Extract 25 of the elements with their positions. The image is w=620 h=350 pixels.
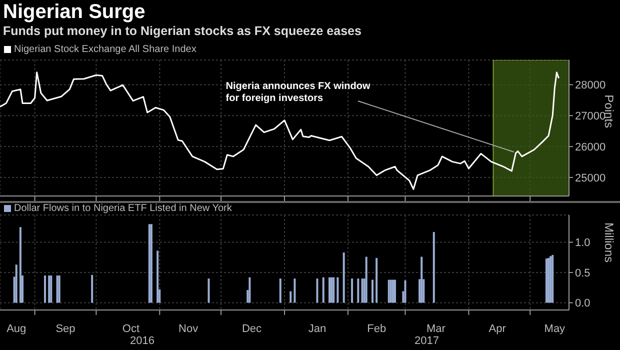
y-tick-label: 28000 xyxy=(575,80,606,92)
x-tick-label: May xyxy=(544,322,566,335)
text: 2016 xyxy=(129,335,156,347)
chart-subtitle: Funds put money in to Nigerian stocks as FX squeeze eases xyxy=(3,24,362,38)
y-tick-label: 1.0 xyxy=(575,237,590,250)
y-tick-label: 0.5 xyxy=(575,267,590,280)
x-tick-label: Nov xyxy=(178,322,199,335)
chart-title: Nigerian Surge xyxy=(3,1,146,24)
y-tick-label: 27000 xyxy=(575,110,606,123)
x-tick-label: Jan xyxy=(308,322,326,335)
x-tick-label: Apr xyxy=(488,322,506,335)
legend-label: Dollar Flows in to Nigeria ETF Listed in New York xyxy=(14,203,232,214)
y-tick-label: 26000 xyxy=(575,141,606,154)
annotation: Nigeria announces FX window for foreign investors xyxy=(226,81,370,106)
x-tick-label: Mar xyxy=(426,322,446,335)
y-tick-label: 0.0 xyxy=(575,298,590,310)
text: 2017 xyxy=(414,335,440,347)
x-tick-label: Aug xyxy=(6,322,26,335)
x-tick-label: Sep xyxy=(56,322,76,335)
x-tick-label: Oct xyxy=(122,322,140,335)
y-tick-label: 25000 xyxy=(575,172,606,184)
y-axis-title: Millions xyxy=(602,222,616,262)
x-tick-label: Feb xyxy=(367,322,386,335)
x-tick-label: Dec xyxy=(242,322,262,335)
legend-label: Nigerian Stock Exchange All Share Index xyxy=(14,44,196,55)
